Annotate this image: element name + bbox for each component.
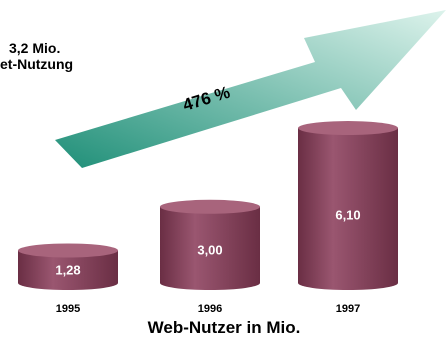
x-tick-label: 1997 [336,303,360,315]
x-axis-label: Web-Nutzer in Mio. [147,318,301,337]
bar-value-label: 1,28 [55,262,80,277]
bar-1995: 1,28 [18,243,118,290]
bar-value-label: 6,10 [335,207,360,222]
caption-line-2: et-Nutzung [0,56,74,72]
x-tick-label: 1996 [198,303,222,315]
bar-body [298,128,398,290]
bar-body [18,250,118,290]
bar-1996: 3,00 [160,199,260,290]
x-tick-label: 1995 [56,303,80,315]
bar-1997: 6,10 [298,121,398,290]
x-axis-ticks: 1995 1996 1997 [56,303,360,315]
bar-value-label: 3,00 [197,243,222,258]
growth-arrow-shape [55,10,446,168]
bar-body [160,206,260,290]
bars-group: 1,28 3,00 6,10 [18,121,398,290]
caption-line-1: 3,2 Mio. [9,40,61,56]
bar-top [160,199,260,214]
bar-top [298,121,398,136]
bar-top [18,243,118,258]
